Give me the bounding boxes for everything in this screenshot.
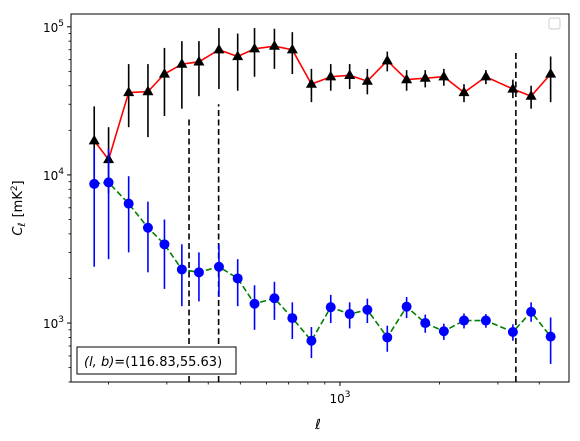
series-circle-point-13 xyxy=(306,335,317,346)
series-triangle-point-10 xyxy=(249,42,261,53)
series-triangle-point-15 xyxy=(344,69,356,79)
x-axis-label: ℓ xyxy=(314,417,321,433)
series-triangle-point-25 xyxy=(545,68,557,78)
series-circle-point-1 xyxy=(89,178,100,189)
series-triangle-point-11 xyxy=(268,40,280,50)
series-triangle-point-24 xyxy=(525,90,537,100)
series-triangle-point-17 xyxy=(381,54,393,65)
series-circle-point-14 xyxy=(325,302,336,313)
series-circle-point-10 xyxy=(249,298,260,309)
series-circle-point-2 xyxy=(103,177,114,188)
series-circle-point-6 xyxy=(176,264,187,275)
series-triangle-point-12 xyxy=(286,43,298,54)
series-triangle-point-18 xyxy=(401,73,413,84)
series-triangle-point-16 xyxy=(361,75,373,85)
series-circle-point-5 xyxy=(159,239,170,250)
series-triangle-point-9 xyxy=(232,50,244,61)
series-circle-point-15 xyxy=(344,309,355,320)
series-circle-point-17 xyxy=(382,332,393,343)
annotation-box xyxy=(76,346,237,375)
series-circle-point-4 xyxy=(142,222,153,233)
annotation-values: =(116.83,55.63) xyxy=(114,355,222,370)
series-triangle-point-6 xyxy=(176,58,188,68)
series-triangle-point-7 xyxy=(193,55,205,66)
y-axis-label: Cℓ [mK2] xyxy=(10,180,28,235)
series-circle-point-24 xyxy=(526,306,537,317)
series-circle-point-25 xyxy=(545,331,556,342)
series-triangle-point-5 xyxy=(158,68,170,78)
plot-content xyxy=(88,28,557,382)
y-label-sup: 2 xyxy=(10,185,20,191)
series-triangle-point-20 xyxy=(438,70,450,81)
series-circle-point-18 xyxy=(401,301,412,312)
y-tick-label-3: 105 xyxy=(43,19,64,35)
series-circle-point-3 xyxy=(123,198,134,209)
axes: 103 103 104 105 xyxy=(43,13,570,406)
annotation-variables: (l, b) xyxy=(84,355,114,370)
y-label-sub: ℓ xyxy=(17,222,28,226)
series-circle-point-23 xyxy=(507,327,518,338)
series-triangle-point-13 xyxy=(305,78,317,88)
series-triangle-point-19 xyxy=(419,72,431,82)
series-circle-point-8 xyxy=(213,261,224,272)
y-tick-label-1: 103 xyxy=(43,315,64,331)
series-circle-point-9 xyxy=(232,273,243,284)
y-label-unit: [mK xyxy=(11,191,26,218)
y-label-close: ] xyxy=(11,180,26,185)
series-circle-point-22 xyxy=(480,315,491,326)
series-circle-point-19 xyxy=(420,318,431,329)
plot-area xyxy=(88,28,557,382)
series-triangle-point-21 xyxy=(458,86,470,97)
series-triangle-point-8 xyxy=(213,43,225,54)
x-tick-label-1: 103 xyxy=(329,390,350,406)
series-triangle-point-4 xyxy=(142,85,154,96)
series-triangle-point-22 xyxy=(480,70,492,81)
series-circle-point-7 xyxy=(193,267,204,278)
coordinate-annotation: (l, b)=(116.83,55.63) xyxy=(76,346,237,375)
series-circle-point-11 xyxy=(269,293,280,304)
y-tick-label-2: 104 xyxy=(43,167,64,183)
y-label-main: C xyxy=(11,226,26,236)
annotation-text: (l, b)=(116.83,55.63) xyxy=(84,355,222,370)
series-circle-point-21 xyxy=(458,315,469,326)
legend-box xyxy=(548,17,561,30)
series-circle-point-16 xyxy=(362,304,373,315)
series-circle-point-20 xyxy=(438,326,449,337)
series-triangle-point-1 xyxy=(88,134,100,145)
series-triangle-point-23 xyxy=(507,83,519,93)
series-triangle-point-3 xyxy=(123,86,135,97)
series-triangle-point-14 xyxy=(325,70,337,81)
series-circle-point-12 xyxy=(287,313,298,324)
